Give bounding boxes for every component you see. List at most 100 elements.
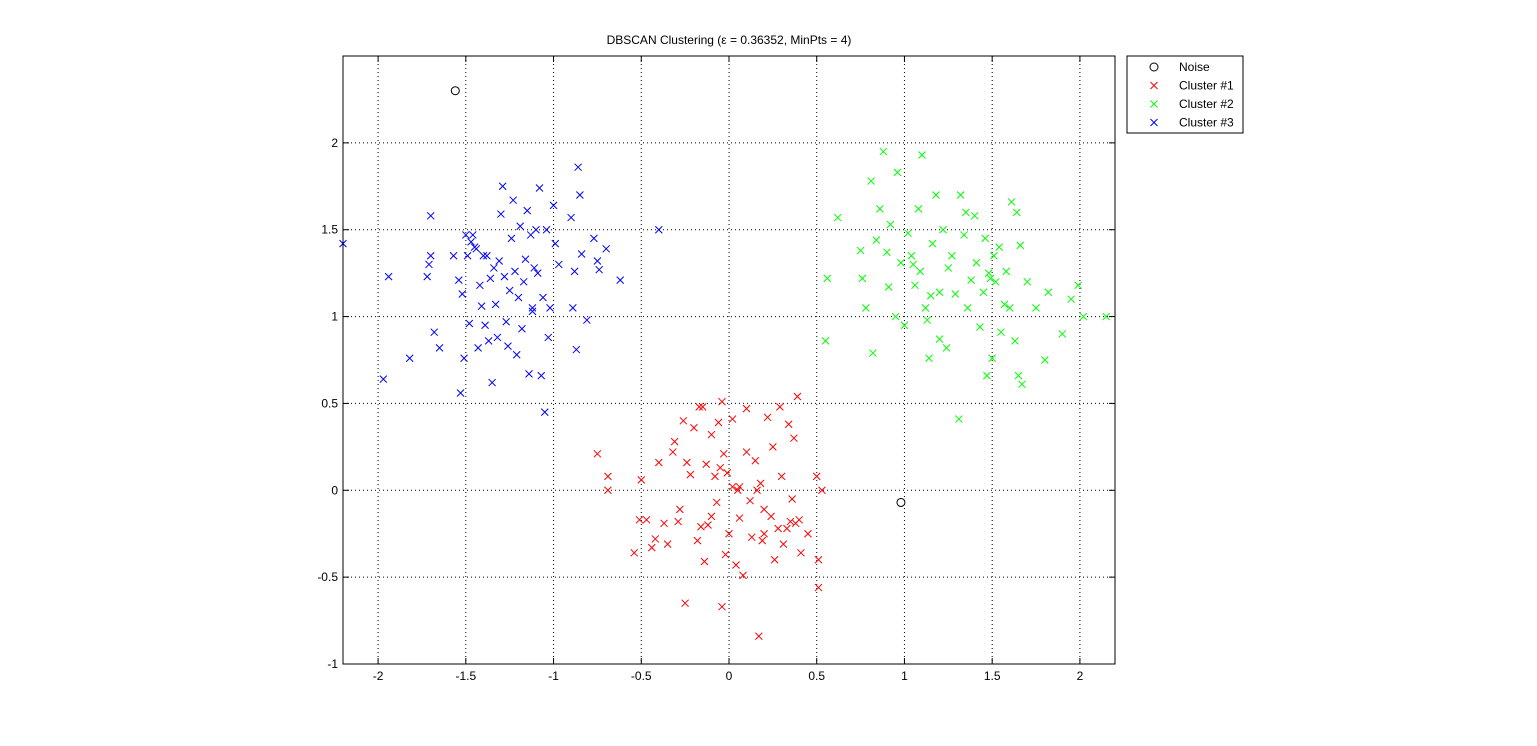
data-point	[491, 300, 500, 309]
data-point	[693, 536, 702, 545]
data-point	[935, 335, 944, 344]
data-point	[1074, 281, 1083, 290]
x-tick-label: -0.5	[631, 669, 652, 683]
data-point	[551, 239, 560, 248]
data-point	[742, 404, 751, 413]
data-point	[746, 496, 754, 505]
data-point	[505, 286, 514, 295]
series-cluster-3	[339, 163, 663, 416]
data-point	[923, 316, 932, 324]
data-point	[921, 304, 930, 312]
data-point	[856, 246, 865, 255]
legend-item: Cluster #1	[1150, 79, 1234, 93]
data-point	[718, 602, 726, 611]
data-point	[1014, 371, 1023, 380]
data-point	[911, 281, 919, 290]
data-point	[477, 302, 486, 311]
data-point	[686, 470, 695, 479]
y-tick-label: 2	[331, 136, 338, 150]
data-point	[570, 267, 579, 276]
x-tick-label: -1.5	[455, 669, 476, 683]
axes: -2 -1.5 -1 -0.5 0 0.5 1 1.5 2 -1 -0.5 0 0.5 1 1.5 2	[317, 56, 1115, 683]
data-point	[716, 463, 725, 472]
data-point	[697, 522, 705, 531]
data-point	[683, 458, 691, 467]
x-tick-label: 0	[726, 669, 733, 683]
data-point	[814, 555, 823, 564]
data-point	[872, 236, 881, 244]
data-point	[935, 288, 944, 297]
data-point	[862, 304, 870, 312]
data-point	[776, 403, 784, 411]
legend: Noise Cluster #1 Cluster #2 Cluster #3	[1126, 55, 1244, 134]
data-point	[535, 184, 544, 192]
data-point	[488, 378, 496, 387]
data-point	[970, 211, 979, 220]
data-point	[483, 251, 491, 260]
data-point	[461, 231, 470, 239]
data-point	[956, 191, 965, 199]
data-point	[523, 206, 532, 215]
data-point	[774, 524, 782, 533]
data-point	[525, 370, 533, 378]
data-point	[460, 354, 468, 363]
series-noise	[450, 86, 906, 507]
data-point	[814, 583, 823, 592]
data-point	[593, 257, 602, 265]
data-point	[472, 244, 481, 253]
data-point	[1016, 241, 1025, 250]
data-point	[769, 443, 777, 451]
data-point	[690, 423, 698, 432]
data-point	[602, 244, 611, 253]
data-point	[753, 486, 761, 495]
y-tick-label: 1.5	[321, 223, 338, 237]
data-point	[484, 337, 493, 345]
data-point	[1018, 380, 1026, 389]
data-point	[528, 307, 537, 316]
data-point	[951, 290, 960, 298]
data-point	[758, 536, 767, 545]
data-point	[518, 324, 526, 333]
data-point	[900, 321, 909, 330]
data-point	[1005, 304, 1014, 312]
data-point	[893, 168, 902, 177]
data-point	[530, 264, 539, 272]
data-point	[426, 251, 435, 260]
legend-label: Noise	[1179, 60, 1210, 74]
data-point	[642, 515, 651, 524]
data-point	[384, 272, 393, 281]
data-point	[604, 486, 612, 495]
data-point	[896, 497, 906, 507]
data-point	[546, 304, 554, 312]
data-point	[430, 328, 439, 337]
data-point	[939, 225, 947, 234]
data-point	[465, 319, 474, 328]
data-point	[493, 333, 502, 342]
data-point	[858, 274, 867, 283]
data-point	[486, 274, 495, 283]
data-point	[1032, 304, 1040, 312]
data-point	[700, 557, 709, 566]
data-point	[718, 397, 726, 406]
data-point	[728, 482, 737, 491]
data-point	[468, 231, 477, 239]
data-point	[1000, 300, 1009, 309]
data-point	[481, 321, 489, 330]
data-point	[960, 231, 968, 239]
data-point	[698, 403, 707, 411]
data-point	[928, 239, 937, 248]
data-point	[467, 238, 475, 246]
data-point	[760, 529, 768, 538]
data-point	[916, 267, 925, 276]
data-point	[735, 514, 744, 522]
data-point	[660, 519, 668, 528]
x-tick-label: 2	[1077, 669, 1084, 683]
data-point	[572, 345, 581, 354]
series-cluster-1	[593, 392, 826, 641]
data-point	[797, 548, 805, 557]
data-point	[990, 251, 998, 260]
data-point	[907, 251, 916, 260]
data-point	[793, 392, 802, 401]
data-point	[777, 472, 786, 481]
